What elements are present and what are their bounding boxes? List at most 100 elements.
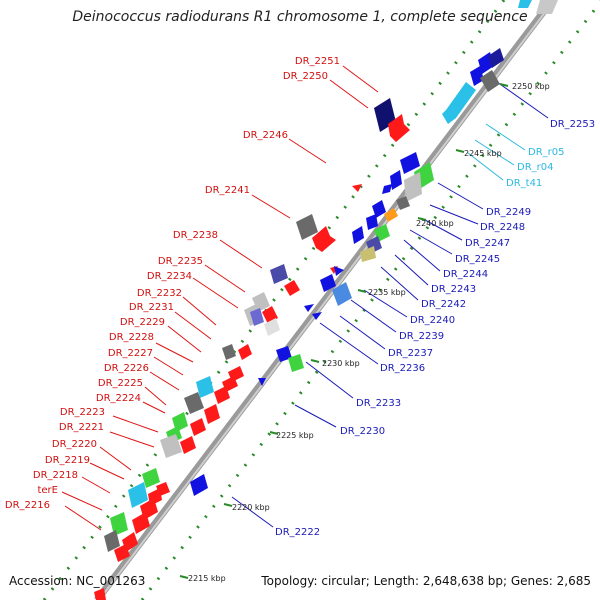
gene-label-forward[interactable]: DR_2250 <box>283 71 328 82</box>
gene-label-reverse[interactable]: DR_2236 <box>380 363 425 374</box>
gene-label-forward[interactable]: DR_2228 <box>109 332 154 343</box>
scale-tick-label: 2250 kbp <box>512 82 550 91</box>
gene-red[interactable] <box>312 226 336 252</box>
gene-darkgray[interactable] <box>184 392 204 414</box>
scale-tick-label: 2240 kbp <box>416 219 454 228</box>
gene-label-forward[interactable]: DR_2251 <box>295 56 340 67</box>
gene-khaki[interactable] <box>360 246 376 262</box>
gene-blue[interactable] <box>382 184 392 194</box>
gene-label-reverse[interactable]: DR_2244 <box>443 269 488 280</box>
gene-label-reverse[interactable]: DR_2230 <box>340 426 385 437</box>
scale-tick-label: 2230 kbp <box>322 359 360 368</box>
gene-label-forward[interactable]: terE <box>37 485 58 496</box>
gene-red[interactable] <box>352 184 362 192</box>
gene-red[interactable] <box>284 280 300 296</box>
accession-label: Accession: NC_001263 <box>9 574 146 588</box>
gene-label-reverse[interactable]: DR_2233 <box>356 398 401 409</box>
gene-red[interactable] <box>238 344 252 360</box>
gene-label-forward[interactable]: DR_2225 <box>98 378 143 389</box>
scale-tick-label: 2220 kbp <box>232 503 270 512</box>
reverse-tick-rail <box>140 0 600 600</box>
scale-tick-label: 2245 kbp <box>464 149 502 158</box>
gene-gray[interactable] <box>160 434 182 458</box>
gene-label-forward[interactable]: DR_2232 <box>137 288 182 299</box>
gene-gray[interactable] <box>404 172 422 202</box>
gene-blue[interactable] <box>400 152 420 174</box>
gene-red[interactable] <box>156 482 170 496</box>
gene-red[interactable] <box>180 436 196 454</box>
gene-label-forward[interactable]: DR_2231 <box>129 302 174 313</box>
gene-label-reverse[interactable]: DR_2248 <box>480 222 525 233</box>
chromosome-backbone-highlight <box>98 0 556 600</box>
gene-blue[interactable] <box>390 170 402 190</box>
rna-label[interactable]: DR_r05 <box>528 147 564 158</box>
gene-label-forward[interactable]: DR_2226 <box>104 363 149 374</box>
gene-label-forward[interactable]: DR_2229 <box>120 317 165 328</box>
gene-label-reverse[interactable]: DR_2247 <box>465 238 510 249</box>
gene-label-forward[interactable]: DR_2220 <box>52 439 97 450</box>
gene-violet[interactable] <box>250 308 264 326</box>
gene-label-forward[interactable]: DR_2223 <box>60 407 105 418</box>
gene-red[interactable] <box>214 386 230 404</box>
gene-label-reverse[interactable]: DR_2243 <box>431 284 476 295</box>
gene-label-reverse[interactable]: DR_2249 <box>486 207 531 218</box>
gene-label-forward[interactable]: DR_2216 <box>5 500 50 511</box>
gene-label-reverse[interactable]: DR_2237 <box>388 348 433 359</box>
gene-red[interactable] <box>204 404 220 424</box>
gene-label-forward[interactable]: DR_2218 <box>33 470 78 481</box>
gene-navy[interactable] <box>488 48 504 68</box>
gene-label-forward[interactable]: DR_2221 <box>59 422 104 433</box>
gene-blue[interactable] <box>352 226 364 244</box>
gene-red[interactable] <box>132 512 150 534</box>
gene-green[interactable] <box>142 468 160 488</box>
gene-label-reverse[interactable]: DR_2245 <box>455 254 500 265</box>
gene-label-forward[interactable]: DR_2246 <box>243 130 288 141</box>
gene-rna-cyan[interactable] <box>442 82 476 124</box>
gene-rna-cyan[interactable] <box>518 0 532 8</box>
gene-blue[interactable] <box>258 378 266 386</box>
gene-darkgray[interactable] <box>396 196 410 210</box>
gene-label-forward[interactable]: DR_2224 <box>96 393 141 404</box>
gene-blue[interactable] <box>304 304 314 312</box>
gene-label-forward[interactable]: DR_2241 <box>205 185 250 196</box>
gene-label-reverse[interactable]: DR_2239 <box>399 331 444 342</box>
gene-green[interactable] <box>110 512 128 536</box>
gene-orange[interactable] <box>384 208 398 222</box>
gene-lightblue[interactable] <box>332 282 352 306</box>
gene-red[interactable] <box>114 544 130 562</box>
gene-green[interactable] <box>288 354 304 372</box>
gene-red[interactable] <box>190 418 206 436</box>
gene-label-forward[interactable]: DR_2238 <box>173 230 218 241</box>
gene-darkgray[interactable] <box>222 344 236 360</box>
scale-tick-label: 2235 kbp <box>368 288 406 297</box>
gene-blue[interactable] <box>320 274 336 292</box>
gene-blue[interactable] <box>190 474 208 496</box>
gene-red[interactable] <box>94 588 106 600</box>
gene-rna-cyan[interactable] <box>128 482 148 508</box>
gene-label-forward[interactable]: DR_2234 <box>147 271 192 282</box>
gene-blue[interactable] <box>334 266 344 276</box>
gene-darkgray[interactable] <box>296 214 318 240</box>
gene-label-reverse[interactable]: DR_2242 <box>421 299 466 310</box>
gene-red[interactable] <box>388 114 410 142</box>
gene-label-reverse[interactable]: DR_2253 <box>550 119 595 130</box>
gene-darkgray[interactable] <box>104 530 120 552</box>
gene-slate[interactable] <box>270 264 288 284</box>
gene-label-reverse[interactable]: DR_2240 <box>410 315 455 326</box>
rna-label[interactable]: DR_t41 <box>506 178 542 189</box>
gene-label-forward[interactable]: DR_2235 <box>158 256 203 267</box>
gene-label-forward[interactable]: DR_2227 <box>108 348 153 359</box>
reverse-leader-lines <box>231 81 549 528</box>
gene-gray[interactable] <box>536 0 558 14</box>
gene-blue[interactable] <box>470 66 484 86</box>
gene-blue[interactable] <box>372 200 386 218</box>
gene-blue[interactable] <box>312 312 322 320</box>
gene-blue[interactable] <box>366 214 378 230</box>
rna-label[interactable]: DR_r04 <box>517 162 553 173</box>
gene-label-forward[interactable]: DR_2219 <box>45 455 90 466</box>
gene-rna-cyan[interactable] <box>196 376 214 398</box>
gene-label-reverse[interactable]: DR_2222 <box>275 527 320 538</box>
gene-gray-light[interactable] <box>264 318 280 336</box>
gene-darkgray[interactable] <box>480 70 500 92</box>
